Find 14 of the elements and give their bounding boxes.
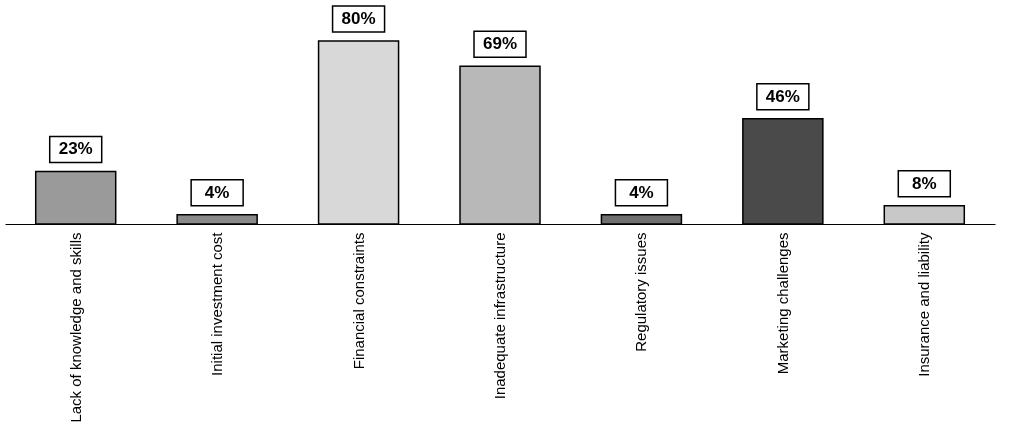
data-label: 69% — [482, 34, 518, 54]
x-tick-label: Lack of knowledge and skills — [66, 232, 84, 423]
x-tick-label: Insurance and liability — [915, 232, 933, 377]
data-label: 46% — [765, 86, 800, 106]
x-tick-label: Regulatory issues — [632, 232, 650, 352]
x-tick-label: Marketing challenges — [773, 232, 791, 375]
data-label: 4% — [629, 182, 654, 202]
data-label: 8% — [912, 173, 937, 193]
x-tick-label: Inadequate infrastructure — [491, 232, 508, 400]
data-label: 23% — [58, 139, 93, 159]
x-tick-label: Initial investment cost — [208, 231, 226, 376]
x-tick-label: Financial constraints — [349, 232, 367, 370]
data-label: 4% — [204, 182, 230, 202]
data-label: 80% — [341, 9, 376, 28]
